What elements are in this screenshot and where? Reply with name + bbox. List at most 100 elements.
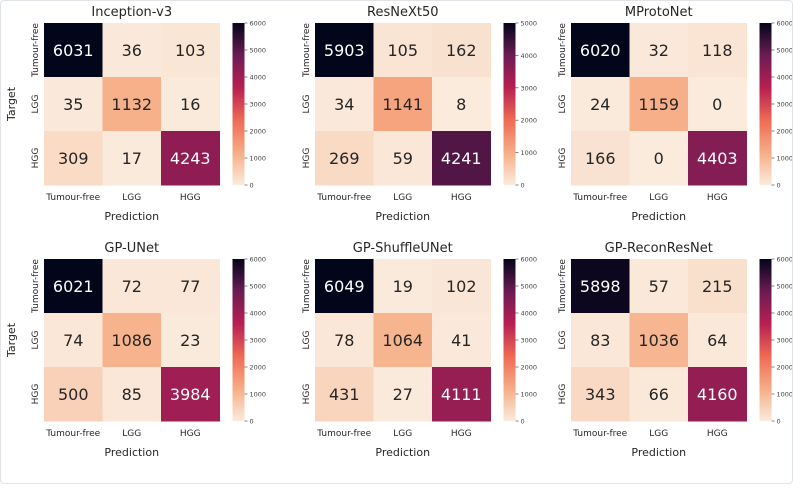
panel-title: Inception-v3 [91, 5, 172, 20]
heatmap-cell [315, 23, 374, 78]
heatmap-cell [373, 23, 433, 78]
x-tick-label: Tumour-free [45, 193, 100, 203]
heatmap-cell [315, 259, 374, 314]
colorbar-tick-label: 3000 [777, 101, 793, 109]
y-tick-label: LGG [558, 94, 568, 113]
x-axis-label: Prediction [631, 446, 686, 459]
cell-value-label: 23 [180, 331, 200, 350]
cell-value-label: 59 [393, 149, 413, 168]
cell-value-label: 41 [451, 331, 471, 350]
y-tick-label: LGG [31, 330, 41, 349]
heatmap-cell [688, 259, 747, 314]
colorbar-tick-label: 1000 [250, 391, 267, 399]
colorbar-tick-label: 6000 [777, 20, 793, 28]
x-tick-label: HGG [707, 429, 728, 439]
colorbar-tick-label: 0 [777, 418, 781, 426]
cell-value-label: 5898 [580, 277, 621, 296]
heatmap-cell [161, 131, 220, 186]
cell-value-label: 102 [446, 277, 477, 296]
colorbar-tick-label: 3000 [250, 101, 267, 109]
heatmap-cell [688, 313, 747, 368]
heatmap-cell [373, 131, 433, 186]
heatmap-cell [44, 367, 103, 422]
heatmap-cell [373, 77, 433, 132]
colorbar [759, 259, 772, 421]
cell-value-label: 105 [387, 41, 418, 60]
x-tick-label: Tumour-free [572, 429, 627, 439]
panel-title: GP-UNet [104, 241, 159, 256]
colorbar-tick-label: 4000 [250, 310, 267, 318]
heatmap-cell [629, 259, 689, 314]
panel-title: GP-ReconResNet [605, 241, 713, 256]
colorbar-tick-label: 6000 [777, 256, 793, 264]
colorbar-tick-label: 6000 [250, 256, 267, 264]
colorbar-tick-label: 2000 [250, 128, 267, 136]
y-tick-label: Tumour-free [558, 23, 568, 78]
heatmap-cell [161, 77, 220, 132]
cell-value-label: 215 [702, 277, 733, 296]
heatmap-cell [373, 367, 433, 422]
cell-value-label: 6021 [53, 277, 94, 296]
cell-value-label: 118 [702, 41, 733, 60]
colorbar-tick-label: 5000 [250, 283, 267, 291]
heatmap-panel-5: GP-ShuffleUNet 6049 19 102 78 1064 41 431 27 4111… [302, 241, 537, 459]
x-tick-label: LGG [122, 429, 141, 439]
cell-value-label: 27 [393, 385, 413, 404]
cell-value-label: 1064 [382, 331, 423, 350]
heatmap-panel-2: ResNeXt50 5903 105 162 34 1141 8 269 59 4241 Tumou… [302, 5, 537, 223]
colorbar-tick-label: 5000 [521, 283, 538, 291]
heatmap-panel-1: Inception-v3 6031 36 103 35 1132 16 309 17 4243 Tu… [5, 5, 266, 223]
heatmap-cell [571, 77, 630, 132]
y-tick-label: Tumour-free [302, 259, 312, 314]
cell-value-label: 500 [58, 385, 89, 404]
heatmap-cell [373, 313, 433, 368]
y-tick-label: LGG [302, 330, 312, 349]
colorbar-tick-label: 1000 [250, 155, 267, 163]
heatmap-cell [688, 77, 747, 132]
heatmap-cell [629, 313, 689, 368]
y-tick-label: Tumour-free [31, 23, 41, 78]
cell-value-label: 0 [654, 149, 664, 168]
colorbar-tick-label: 3000 [521, 337, 538, 345]
colorbar-tick-label: 0 [521, 182, 525, 190]
cell-value-label: 17 [122, 149, 142, 168]
x-tick-label: HGG [451, 193, 472, 203]
cell-value-label: 64 [707, 331, 727, 350]
colorbar-tick-label: 3000 [250, 337, 267, 345]
cell-value-label: 1132 [111, 95, 152, 114]
colorbar-tick-label: 5000 [250, 47, 267, 55]
cell-value-label: 343 [585, 385, 616, 404]
colorbar [232, 259, 245, 421]
heatmap-cell [688, 367, 747, 422]
cell-value-label: 1159 [638, 95, 679, 114]
colorbar-tick-label: 2000 [250, 364, 267, 372]
heatmap-panel-3: MProtoNet 6020 32 118 24 1159 0 166 0 4403 Tumour-… [558, 5, 793, 223]
colorbar-tick-label: 0 [250, 182, 254, 190]
y-tick-label: HGG [31, 148, 41, 169]
colorbar-tick-label: 2000 [777, 364, 793, 372]
cell-value-label: 19 [393, 277, 413, 296]
heatmap-panel-6: GP-ReconResNet 5898 57 215 83 1036 64 343 66 4160… [558, 241, 793, 459]
x-axis-label: Prediction [631, 210, 686, 223]
x-tick-label: LGG [649, 429, 668, 439]
panel-title: MProtoNet [625, 5, 693, 20]
cell-value-label: 3984 [170, 385, 211, 404]
colorbar [503, 259, 516, 421]
heatmap-cell [571, 23, 630, 78]
colorbar [503, 23, 516, 185]
x-tick-label: HGG [451, 429, 472, 439]
x-tick-label: Tumour-free [316, 429, 371, 439]
x-axis-label: Prediction [375, 210, 430, 223]
x-tick-label: LGG [393, 429, 412, 439]
x-tick-label: LGG [122, 193, 141, 203]
heatmap-cell [629, 367, 689, 422]
cell-value-label: 6049 [324, 277, 365, 296]
heatmap-cell [315, 131, 374, 186]
cell-value-label: 24 [590, 95, 610, 114]
x-tick-label: Tumour-free [45, 429, 100, 439]
heatmap-cell [102, 23, 162, 78]
cell-value-label: 5903 [324, 41, 365, 60]
heatmap-cell [688, 131, 747, 186]
x-axis-label: Prediction [104, 210, 159, 223]
